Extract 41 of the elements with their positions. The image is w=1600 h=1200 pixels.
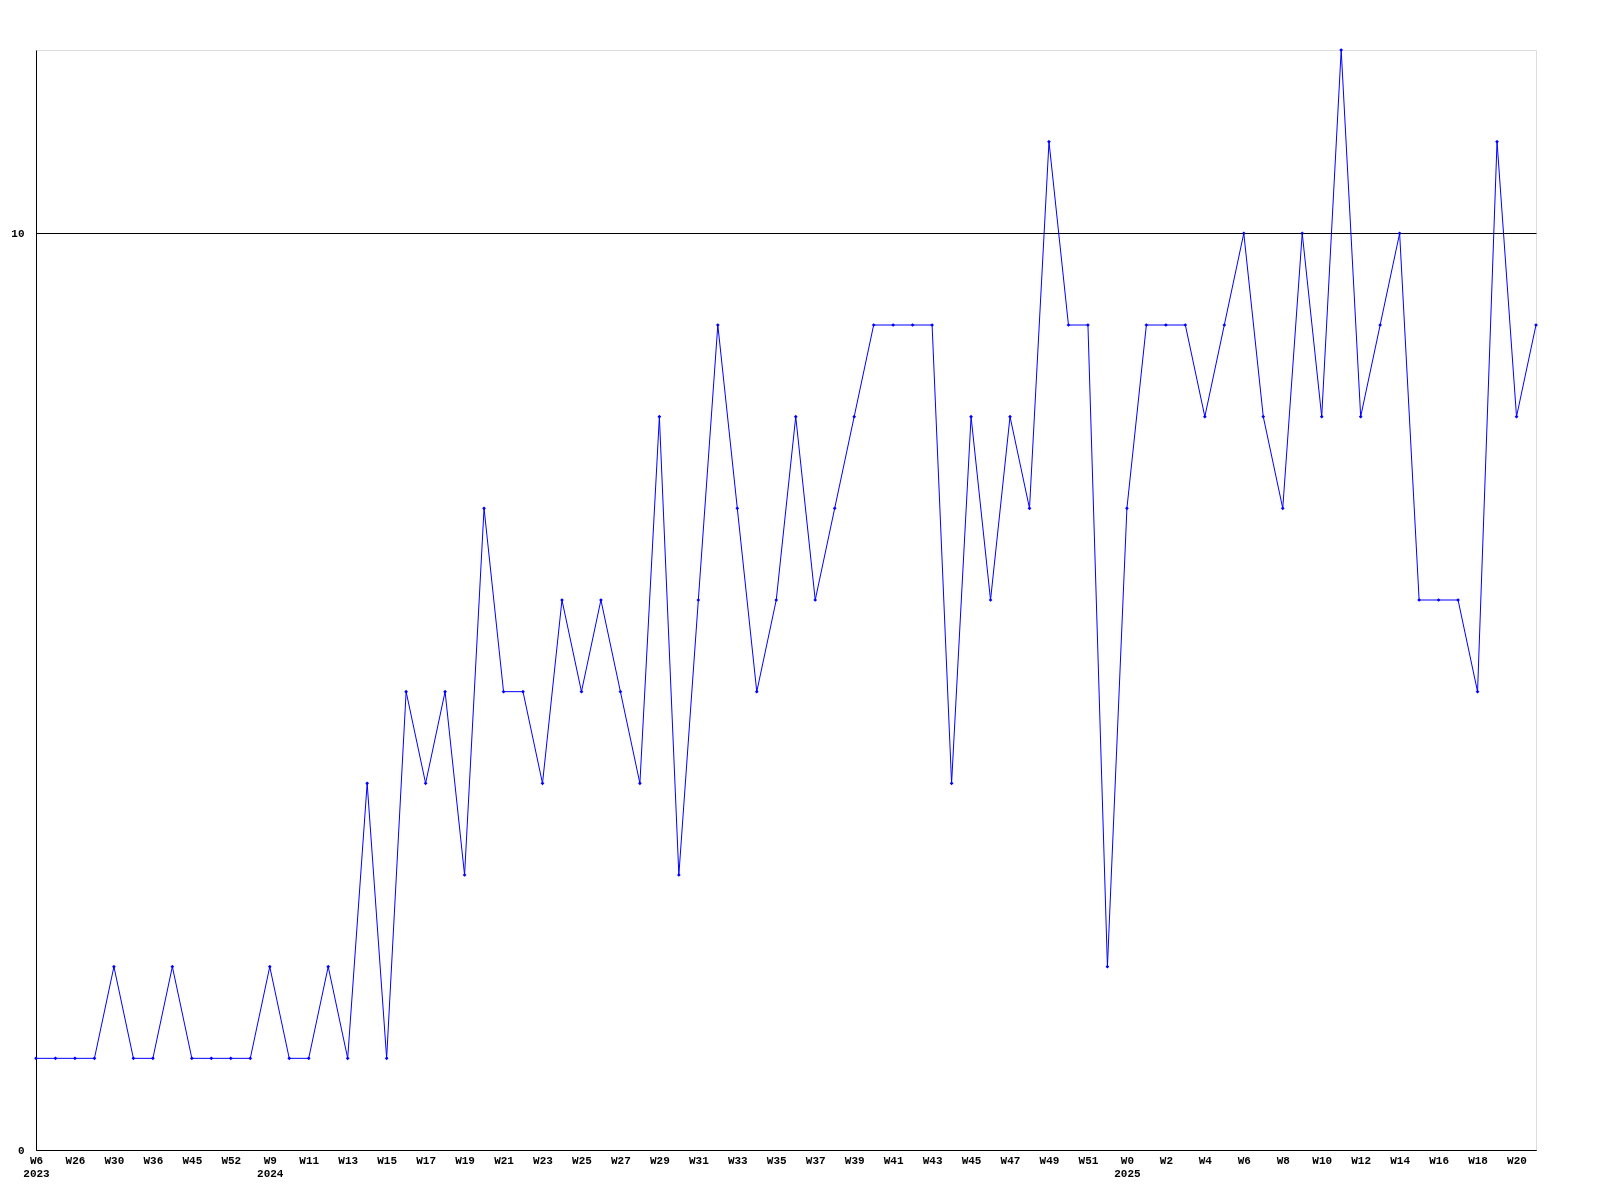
x-tick-label: W29 (649, 1154, 670, 1167)
x-tick-label: W45 (961, 1154, 982, 1167)
y-tick-label: 10 (11, 227, 25, 240)
x-tick-label: W27 (611, 1154, 631, 1167)
x-tick-label: W19 (455, 1154, 475, 1167)
x-tick-label: W39 (844, 1154, 865, 1167)
x-tick-label: W37 (805, 1154, 826, 1167)
x-tick-label: W4 (1198, 1154, 1213, 1167)
x-tick-label: W9 2024 (257, 1154, 284, 1180)
x-tick-label: W51 (1078, 1154, 1099, 1167)
y-tick-label: 0 (17, 1144, 25, 1157)
x-tick-label: W14 (1390, 1154, 1411, 1167)
x-tick-label: W20 (1507, 1154, 1527, 1167)
x-tick-label: W6 2023 (23, 1154, 51, 1180)
x-tick-label: W33 (727, 1154, 749, 1167)
x-tick-label: W41 (883, 1154, 904, 1167)
x-tick-label: W21 (494, 1154, 515, 1167)
x-tick-label: W43 (922, 1154, 943, 1167)
x-tick-label: W26 (65, 1154, 86, 1167)
x-tick-label: W12 (1351, 1154, 1372, 1167)
x-tick-label: W31 (688, 1154, 710, 1167)
x-tick-label: W0 2025 (1114, 1154, 1142, 1180)
x-tick-label: W13 (338, 1154, 359, 1167)
x-tick-label: W30 (104, 1154, 125, 1167)
x-tick-label: W36 (143, 1154, 164, 1167)
x-tick-label: W18 (1468, 1154, 1489, 1167)
x-tick-label: W11 (299, 1154, 320, 1167)
x-tick-label: W25 (572, 1154, 593, 1167)
x-tick-label: W23 (533, 1154, 554, 1167)
x-tick-label: W17 (416, 1154, 437, 1167)
x-tick-label: W6 (1237, 1154, 1251, 1167)
x-tick-label: W16 (1429, 1154, 1449, 1167)
x-tick-label: W35 (766, 1154, 788, 1167)
x-tick-label: W49 (1039, 1154, 1060, 1167)
x-tick-label: W2 (1159, 1154, 1173, 1167)
x-tick-label: W8 (1276, 1154, 1291, 1167)
x-tick-label: W52 (221, 1154, 242, 1167)
x-tick-label: W45 (182, 1154, 203, 1167)
x-tick-label: W47 (1000, 1154, 1021, 1167)
x-tick-label: W10 (1312, 1154, 1333, 1167)
x-tick-label: W15 (377, 1154, 398, 1167)
